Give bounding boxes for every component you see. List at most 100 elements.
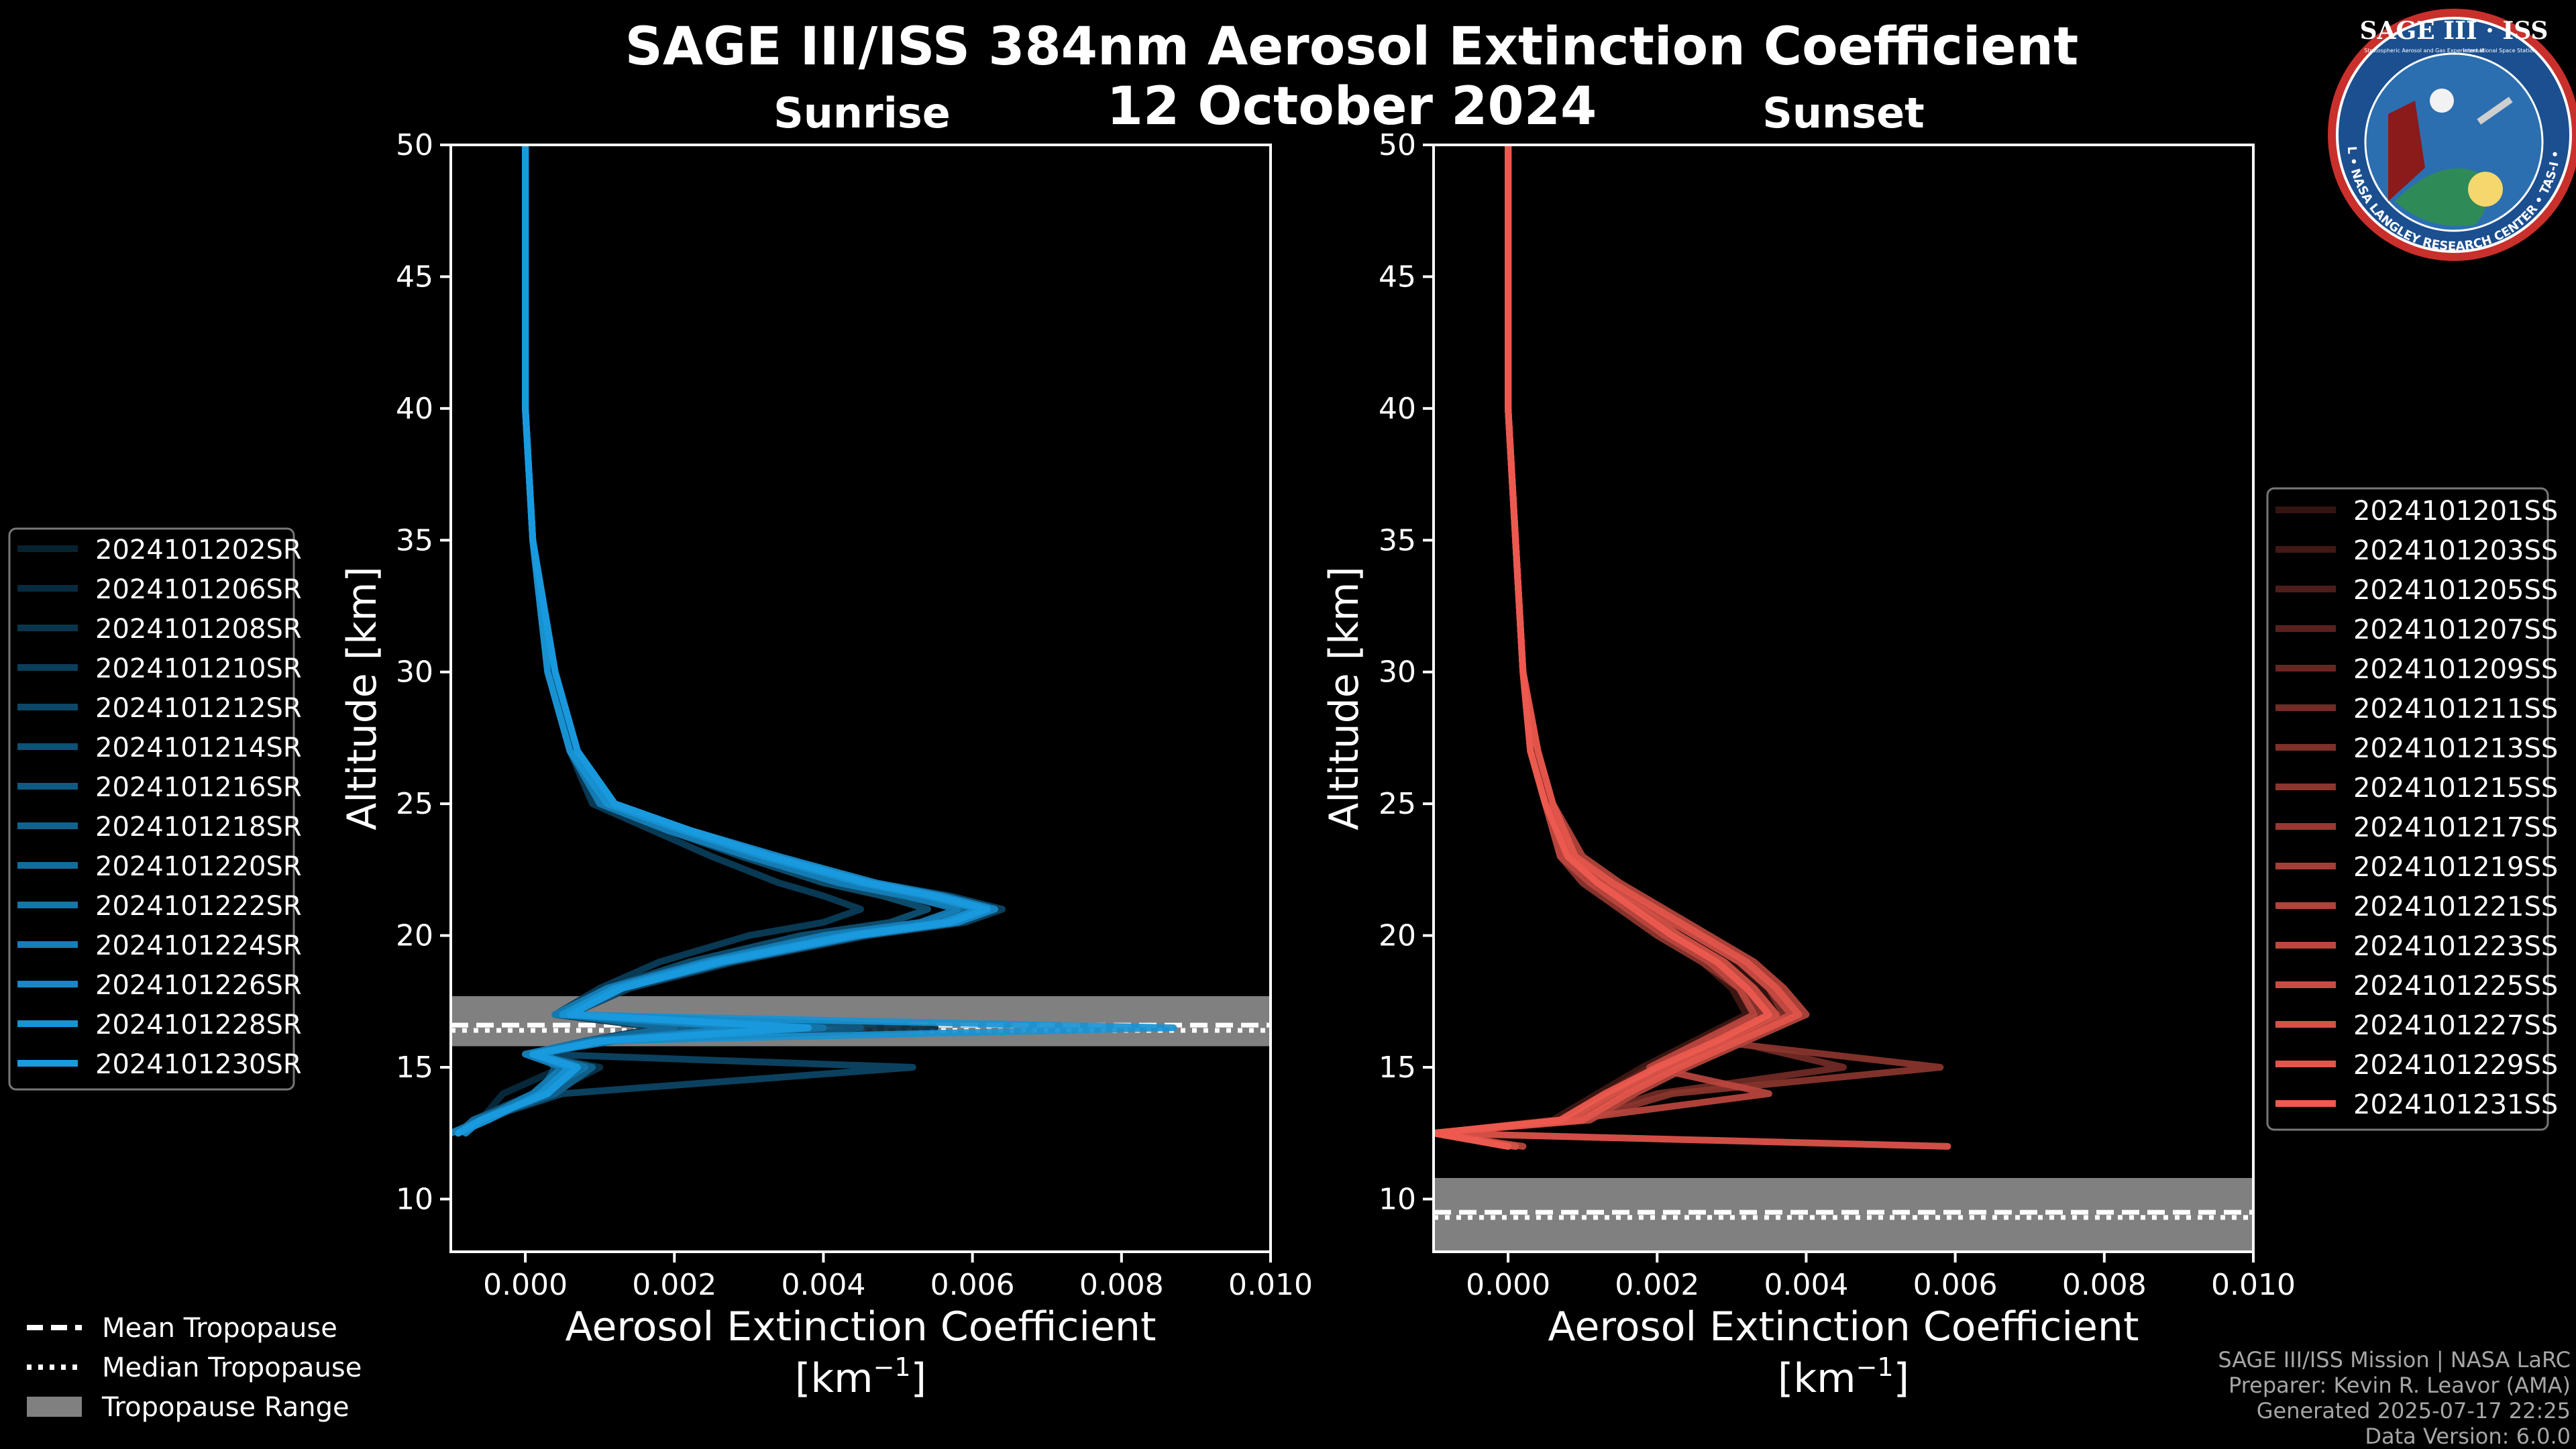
legend-label-2024101229SS: 2024101229SS — [2353, 1050, 2558, 1081]
sunset-x-unit-exponent: −1 — [1856, 1352, 1894, 1382]
credit-preparer: Preparer: Kevin R. Leavor (AMA) — [2229, 1373, 2571, 1398]
legend-label-2024101221SS: 2024101221SS — [2353, 892, 2558, 922]
legend-label-2024101217SS: 2024101217SS — [2353, 812, 2558, 843]
sunset-y-tick-label: 50 — [1379, 128, 1416, 162]
sunset-x-tick-label: 0.000 — [1466, 1268, 1550, 1302]
sunrise-x-axis-label: Aerosol Extinction Coefficient — [566, 1303, 1157, 1350]
credit-data-version: Data Version: 6.0.0 — [2365, 1424, 2571, 1449]
sunrise-x-unit-base: [km — [795, 1355, 873, 1402]
legend-label-2024101225SS: 2024101225SS — [2353, 971, 2558, 1002]
sunrise-profiles — [451, 145, 1177, 1137]
sunset-y-axis-label: Altitude [km] — [1321, 566, 1368, 830]
legend-label-2024101215SS: 2024101215SS — [2353, 773, 2558, 804]
logo-title: SAGE III · ISS — [2360, 17, 2548, 45]
credit-generated: Generated 2025-07-17 22:25 — [2257, 1398, 2571, 1424]
legend-label-2024101210SR: 2024101210SR — [95, 653, 302, 684]
sunrise-x-tick-label: 0.008 — [1079, 1268, 1164, 1302]
sunrise-panel-title: Sunrise — [773, 89, 951, 138]
legend-label-2024101206SR: 2024101206SR — [95, 574, 302, 605]
legend-label-2024101201SS: 2024101201SS — [2353, 496, 2558, 527]
legend-label-2024101207SS: 2024101207SS — [2353, 614, 2558, 645]
legend-label-2024101231SS: 2024101231SS — [2353, 1089, 2558, 1120]
sunrise-plot: 0.000 0.002 0.004 0.006 0.008 0.010 10 15 20 25 3… — [396, 128, 1313, 1302]
sunset-tropopause — [1434, 1178, 2253, 1252]
sunset-legend-frame — [2266, 487, 2549, 1131]
sunset-x-axis-label: Aerosol Extinction Coefficient — [1548, 1303, 2139, 1350]
sunset-y-tick-label: 35 — [1379, 523, 1416, 557]
sunrise-legend-frame — [8, 527, 295, 1091]
sunset-x-tick-label: 0.006 — [1913, 1268, 1998, 1302]
legend-label-2024101218SR: 2024101218SR — [95, 812, 302, 843]
sunrise-y-tick-label: 30 — [396, 655, 433, 690]
logo-figure-icon — [2388, 101, 2425, 201]
sunrise-legend: 2024101202SR 2024101206SR 2024101208SR 2024… — [8, 527, 302, 1091]
legend-label-2024101211SS: 2024101211SS — [2353, 694, 2558, 724]
sunset-y-tick-label: 40 — [1379, 392, 1416, 426]
sunrise-x-axis-unit: [km−1] — [795, 1352, 926, 1402]
sunrise-x-tick-label: 0.002 — [632, 1268, 716, 1302]
sunset-y-tick-label: 25 — [1379, 787, 1416, 821]
sunrise-x-tick-label: 0.006 — [930, 1268, 1015, 1302]
sunset-x-axis-unit: [km−1] — [1778, 1352, 1909, 1402]
legend-label-2024101214SR: 2024101214SR — [95, 733, 302, 763]
sunset-y-tick-label: 15 — [1379, 1051, 1416, 1085]
sunset-y-ticks: 10 15 20 25 30 35 40 45 50 — [1379, 128, 1434, 1216]
profile-2024101231SS — [1434, 145, 1772, 1150]
sunset-y-tick-label: 30 — [1379, 655, 1416, 690]
sunrise-y-axis-label: Altitude [km] — [339, 566, 386, 830]
sunset-profiles — [1434, 145, 1951, 1150]
sunset-y-tick-label: 20 — [1379, 919, 1416, 953]
logo-subtitle-right: International Space Station — [2463, 48, 2536, 54]
legend-label-2024101209SS: 2024101209SS — [2353, 654, 2558, 685]
legend-label-2024101213SS: 2024101213SS — [2353, 733, 2558, 764]
profile-2024101230SR — [455, 145, 991, 1137]
legend-label-2024101216SR: 2024101216SR — [95, 772, 302, 803]
figure-title: SAGE III/ISS 384nm Aerosol Extinction Co… — [625, 17, 2079, 77]
sunset-x-unit-close: ] — [1894, 1355, 1909, 1402]
legend-label-2024101208SR: 2024101208SR — [95, 614, 302, 645]
sunrise-x-tick-label: 0.000 — [483, 1268, 568, 1302]
sunrise-y-tick-label: 45 — [396, 260, 433, 294]
tropopause-range-swatch — [27, 1397, 82, 1417]
tropopause-range-label: Tropopause Range — [101, 1392, 350, 1423]
sunrise-x-unit-close: ] — [911, 1355, 926, 1402]
sunset-y-tick-label: 45 — [1379, 260, 1416, 294]
sunrise-y-tick-label: 20 — [396, 919, 433, 953]
legend-label-2024101212SR: 2024101212SR — [95, 693, 302, 724]
sunset-x-tick-label: 0.010 — [2211, 1268, 2296, 1302]
logo-subtitle-left: Stratospheric Aerosol and Gas Experiment… — [2364, 48, 2484, 54]
credits: SAGE III/ISS Mission | NASA LaRC Prepare… — [2218, 1347, 2571, 1449]
sunset-tropopause-range — [1434, 1178, 2253, 1252]
legend-label-2024101223SS: 2024101223SS — [2353, 931, 2558, 962]
sunrise-axes-frame — [449, 144, 1272, 1253]
sunset-x-tick-label: 0.002 — [1615, 1268, 1699, 1302]
sunset-panel-title: Sunset — [1762, 89, 1925, 138]
legend-label-2024101205SS: 2024101205SS — [2353, 575, 2558, 606]
sunset-y-tick-label: 10 — [1379, 1182, 1416, 1216]
sunrise-x-unit-exponent: −1 — [873, 1352, 911, 1382]
sunrise-x-tick-label: 0.004 — [781, 1268, 865, 1302]
tropopause-legend: Mean Tropopause Median Tropopause Tropop… — [27, 1313, 362, 1423]
sunset-x-ticks: 0.000 0.002 0.004 0.006 0.008 0.010 — [1466, 1252, 2296, 1302]
sunset-axes-frame — [1432, 144, 2255, 1253]
sunrise-y-tick-label: 40 — [396, 392, 433, 426]
sunrise-y-tick-label: 15 — [396, 1051, 433, 1085]
sunrise-y-tick-label: 35 — [396, 523, 433, 557]
sunset-x-tick-label: 0.008 — [2062, 1268, 2147, 1302]
figure-date: 12 October 2024 — [1107, 76, 1597, 137]
legend-label-2024101226SR: 2024101226SR — [95, 970, 302, 1001]
credit-mission: SAGE III/ISS Mission | NASA LaRC — [2218, 1347, 2571, 1373]
logo-station-icon — [2477, 97, 2513, 125]
legend-label-2024101230SR: 2024101230SR — [95, 1049, 302, 1080]
logo-sun-icon — [2468, 172, 2503, 207]
legend-label-2024101219SS: 2024101219SS — [2353, 852, 2558, 883]
sunset-legend: 2024101201SS 2024101203SS 2024101205SS 2024… — [2266, 487, 2558, 1131]
sunrise-x-ticks: 0.000 0.002 0.004 0.006 0.008 0.010 — [483, 1252, 1313, 1302]
legend-label-2024101202SR: 2024101202SR — [95, 535, 302, 566]
mean-tropopause-label: Mean Tropopause — [102, 1313, 337, 1344]
sunrise-x-tick-label: 0.010 — [1228, 1268, 1313, 1302]
legend-label-2024101224SR: 2024101224SR — [95, 930, 302, 961]
legend-label-2024101222SR: 2024101222SR — [95, 891, 302, 922]
legend-label-2024101220SR: 2024101220SR — [95, 851, 302, 882]
